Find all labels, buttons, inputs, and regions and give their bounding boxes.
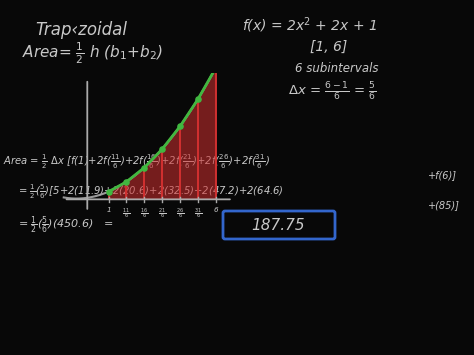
Text: $\Delta$x = $\frac{6-1}{6}$ = $\frac{5}{6}$: $\Delta$x = $\frac{6-1}{6}$ = $\frac{5}{…: [288, 81, 377, 103]
Polygon shape: [127, 168, 144, 200]
Point: [140, 165, 148, 170]
Point: [176, 124, 184, 129]
Text: 187.75: 187.75: [251, 218, 305, 233]
Text: 6: 6: [213, 207, 218, 213]
Point: [105, 189, 112, 195]
Text: f(x) = 2x$^2$ + 2x + 1: f(x) = 2x$^2$ + 2x + 1: [242, 15, 377, 35]
Text: Area= $\frac{1}{2}$ h (b$_1$+b$_2$): Area= $\frac{1}{2}$ h (b$_1$+b$_2$): [22, 40, 163, 66]
Polygon shape: [198, 68, 216, 200]
Polygon shape: [109, 182, 127, 200]
Polygon shape: [162, 126, 180, 200]
Point: [194, 97, 201, 102]
FancyBboxPatch shape: [223, 211, 335, 239]
Text: $\frac{21}{6}$: $\frac{21}{6}$: [158, 207, 166, 221]
Text: Trap‹zoidal: Trap‹zoidal: [35, 21, 127, 39]
Text: +f(6)]: +f(6)]: [428, 170, 457, 180]
Text: 6 subintervals: 6 subintervals: [295, 62, 379, 76]
Text: $\frac{26}{6}$: $\frac{26}{6}$: [176, 207, 184, 221]
Text: $\frac{11}{6}$: $\frac{11}{6}$: [122, 207, 131, 221]
Text: Area = $\frac{1}{2}$ $\Delta$x [f(1)+2f($\frac{11}{6}$)+2f($\frac{16}{6}$)+2f($\: Area = $\frac{1}{2}$ $\Delta$x [f(1)+2f(…: [3, 153, 270, 171]
Text: $\frac{16}{6}$: $\frac{16}{6}$: [140, 207, 148, 221]
Polygon shape: [180, 99, 198, 200]
Text: +(85)]: +(85)]: [428, 200, 460, 210]
Point: [158, 146, 166, 152]
Polygon shape: [144, 149, 162, 200]
Text: [1, 6]: [1, 6]: [310, 40, 347, 54]
Point: [123, 179, 130, 185]
Text: 1: 1: [106, 207, 111, 213]
Text: = $\frac{1}{2}$($\frac{5}{6}$)(450.6)   =: = $\frac{1}{2}$($\frac{5}{6}$)(450.6) =: [18, 214, 118, 236]
Text: $\frac{31}{6}$: $\frac{31}{6}$: [193, 207, 202, 221]
Point: [212, 65, 219, 71]
Text: = $\frac{1}{2}$($\frac{5}{6}$)[5+2(11.9)+2(20.6)+2(32.5)+2(47.2)+2(64.6): = $\frac{1}{2}$($\frac{5}{6}$)[5+2(11.9)…: [18, 183, 284, 201]
